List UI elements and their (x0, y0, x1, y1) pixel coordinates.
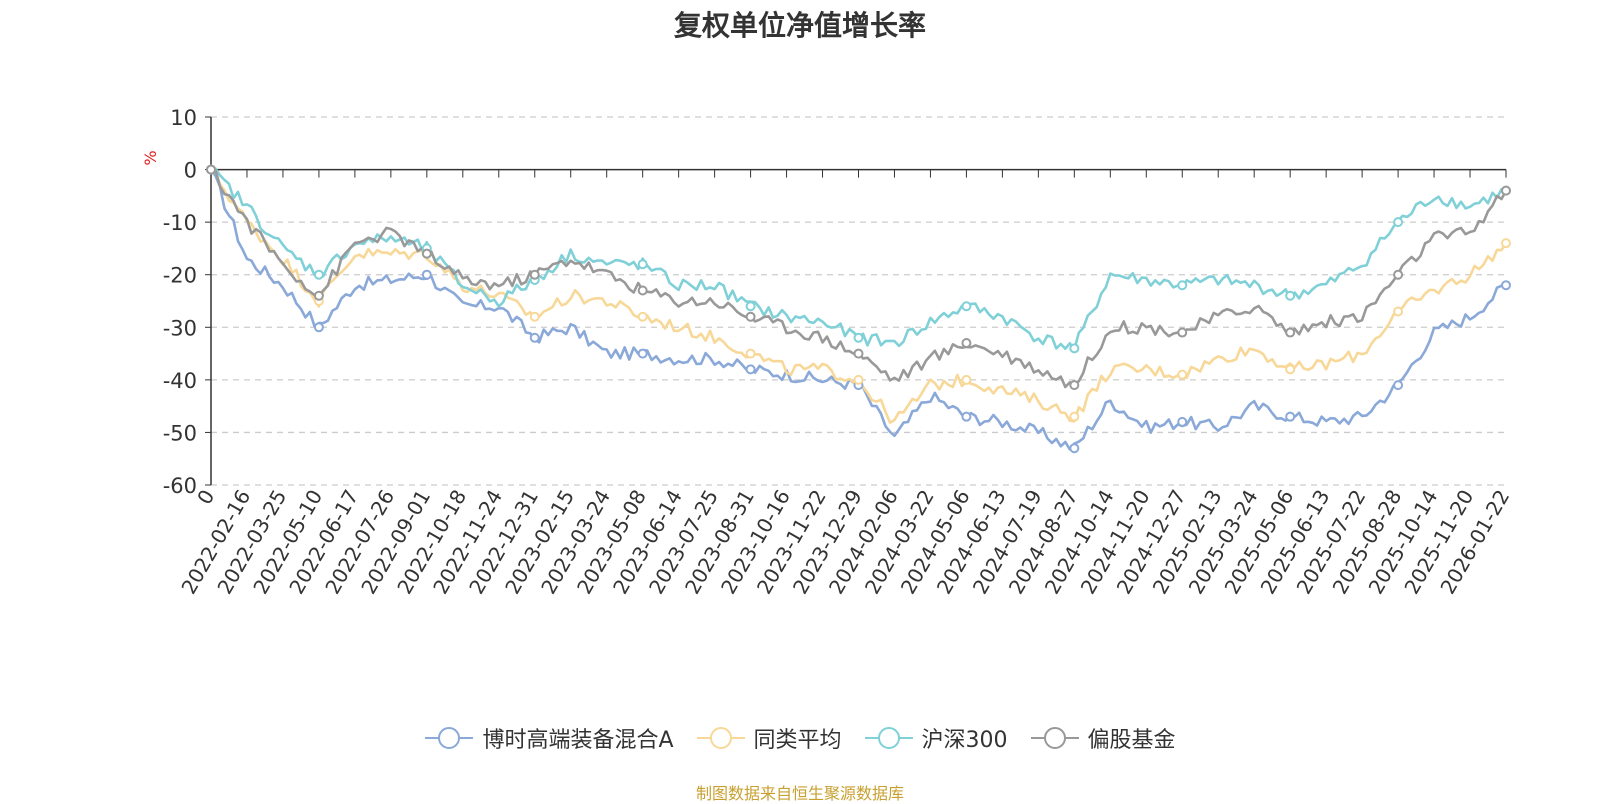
data-point (421, 248, 432, 259)
data-point (1393, 217, 1404, 228)
data-point (961, 338, 972, 349)
data-point (1177, 416, 1188, 427)
legend-line-circle-icon (1030, 727, 1079, 749)
data-point (421, 269, 432, 280)
data-point (961, 374, 972, 385)
data-point (853, 348, 864, 359)
data-point (1501, 238, 1511, 249)
data-point (313, 290, 324, 301)
data-point (1285, 411, 1296, 422)
series-layer (209, 167, 1508, 451)
data-point (529, 332, 540, 343)
y-tick-label: -10 (163, 211, 197, 235)
data-point (637, 348, 648, 359)
series-line (210, 167, 1507, 351)
data-point (1069, 443, 1080, 454)
axis-layer: 100-10-20-30-40-50-60%02022-02-162022-03… (141, 106, 1514, 598)
data-point (313, 269, 324, 280)
y-tick-label: 10 (170, 106, 197, 130)
legend-item[interactable]: 同类平均 (696, 722, 842, 754)
data-point (1285, 327, 1296, 338)
data-point (961, 301, 972, 312)
data-point (1177, 327, 1188, 338)
data-point (637, 285, 648, 296)
marker-layer (206, 164, 1511, 454)
data-point (529, 311, 540, 322)
legend-item[interactable]: 博时高端装备混合A (424, 722, 674, 754)
legend-item[interactable]: 偏股基金 (1030, 722, 1176, 754)
data-point (961, 411, 972, 422)
y-tick-label: -50 (163, 421, 197, 445)
data-point (1177, 369, 1188, 380)
y-tick-label: -30 (163, 316, 197, 340)
data-point (745, 364, 756, 375)
grid-layer (211, 116, 1506, 486)
y-tick-label: -40 (163, 369, 197, 393)
data-point (1501, 185, 1511, 196)
data-point (853, 332, 864, 343)
data-point (206, 164, 216, 175)
source-note: 制图数据来自恒生聚源数据库 (695, 784, 904, 803)
data-point (1393, 380, 1404, 391)
data-point (1501, 280, 1511, 291)
data-point (745, 301, 756, 312)
y-axis-label: % (141, 150, 160, 165)
y-tick-label: -20 (163, 264, 197, 288)
legend-item[interactable]: 沪深300 (864, 722, 1008, 754)
data-point (1177, 280, 1188, 291)
legend: 博时高端装备混合A 同类平均 沪深300 偏股基金 (0, 722, 1600, 754)
legend-line-circle-icon (864, 727, 913, 749)
data-point (313, 322, 324, 333)
data-point (745, 311, 756, 322)
data-point (1069, 343, 1080, 354)
data-point (529, 269, 540, 280)
data-point (745, 348, 756, 359)
chart-title: 复权单位净值增长率 (673, 9, 926, 42)
legend-label: 博时高端装备混合A (482, 728, 674, 753)
data-point (853, 374, 864, 385)
data-point (1285, 364, 1296, 375)
legend-label: 偏股基金 (1087, 728, 1176, 753)
series-line (209, 168, 1507, 451)
legend-label: 沪深300 (921, 728, 1008, 753)
legend-line-circle-icon (425, 727, 474, 749)
y-tick-label: -60 (163, 474, 197, 498)
legend-line-circle-icon (696, 727, 745, 749)
data-point (1393, 306, 1404, 317)
data-point (1285, 290, 1296, 301)
data-point (1069, 411, 1080, 422)
y-tick-label: 0 (184, 159, 197, 183)
data-point (1393, 269, 1404, 280)
legend-label: 同类平均 (753, 728, 842, 753)
data-point (637, 259, 648, 270)
x-tick-label: 0 (192, 486, 219, 509)
data-point (637, 311, 648, 322)
data-point (1069, 380, 1080, 391)
